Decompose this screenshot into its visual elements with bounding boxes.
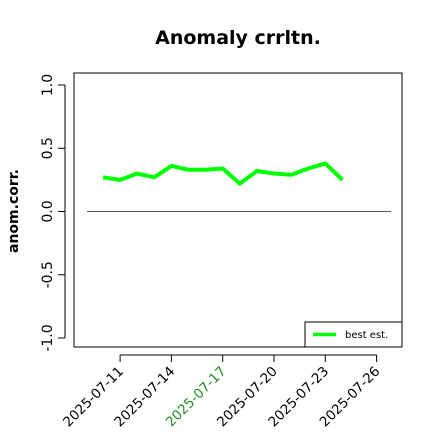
y-tick-label: -1.0 [40,324,56,351]
y-axis: -1.0 -0.5 0.0 0.5 1.0 [40,74,66,352]
series-group [102,161,344,186]
y-axis-label: anom.corr. [6,169,22,253]
legend-label-best-est: best est. [345,330,388,341]
plot-frame [73,72,403,348]
y-tick-label: -0.5 [40,261,56,288]
series-line-best-est [102,161,344,186]
y-tick-label: 1.0 [40,74,56,96]
y-tick-label: 0.5 [40,137,56,159]
chart-title: Anomaly crrltn. [155,27,321,49]
x-axis: 2025-07-112025-07-142025-07-172025-07-20… [60,354,383,430]
legend: best est. [304,321,403,348]
y-tick-label: 0.0 [40,200,56,222]
